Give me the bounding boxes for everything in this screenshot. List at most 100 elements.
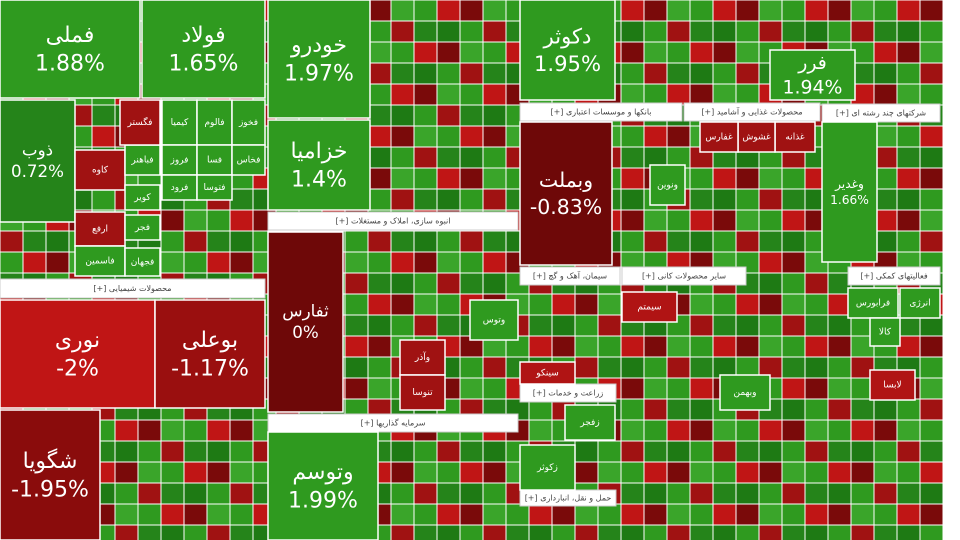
tile-label: کیمیا: [171, 118, 189, 128]
tile: [769, 49, 856, 101]
filler-tile: [735, 335, 760, 358]
filler-tile: [459, 461, 484, 484]
filler-tile: [551, 503, 576, 526]
filler-tile: [551, 293, 576, 316]
filler-tile: [850, 440, 875, 463]
tile: [231, 99, 266, 146]
filler-tile: [781, 272, 806, 295]
tile-label: فخاس: [237, 156, 261, 166]
filler-tile: [712, 0, 737, 22]
filler-tile: [482, 167, 507, 190]
filler-tile: [758, 209, 783, 232]
section-header: [267, 211, 519, 231]
filler-tile: [482, 272, 507, 295]
filler-tile: [735, 440, 760, 463]
filler-tile: [896, 461, 921, 484]
filler-tile: [413, 461, 438, 484]
filler-tile: [620, 20, 645, 43]
filler-tile: [22, 230, 47, 253]
filler-tile: [367, 125, 392, 148]
filler-tile: [620, 230, 645, 253]
filler-tile: [896, 41, 921, 64]
tile: [124, 184, 161, 211]
tile-label: وآذر: [414, 351, 430, 363]
tile-label: سینکو: [535, 369, 559, 379]
filler-tile: [919, 335, 944, 358]
tile-label: ارفع: [92, 225, 108, 235]
filler-tile: [482, 482, 507, 505]
tile: [141, 0, 266, 99]
filler-tile: [91, 125, 116, 148]
filler-tile: [459, 62, 484, 85]
filler-tile: [229, 188, 254, 211]
filler-tile: [367, 0, 392, 22]
filler-tile: [689, 188, 714, 211]
filler-tile: [896, 20, 921, 43]
filler-tile: [666, 419, 691, 442]
tile-change: 0.72%: [11, 162, 64, 181]
filler-tile: [735, 188, 760, 211]
filler-tile: [919, 125, 944, 148]
tile-label: فاسمین: [85, 257, 114, 267]
filler-tile: [666, 440, 691, 463]
section-label: [+] بانکها و موسسات اعتباری: [550, 108, 651, 117]
filler-tile: [804, 461, 829, 484]
filler-tile: [482, 524, 507, 540]
tile-label: فرر: [797, 52, 827, 74]
filler-tile: [666, 335, 691, 358]
filler-tile: [712, 461, 737, 484]
filler-tile: [804, 20, 829, 43]
filler-tile: [643, 125, 668, 148]
filler-tile: [781, 20, 806, 43]
tile-label: تنوسا: [412, 388, 433, 398]
tile: [649, 164, 686, 206]
filler-tile: [114, 440, 139, 463]
filler-tile: [413, 167, 438, 190]
filler-tile: [758, 503, 783, 526]
filler-tile: [689, 440, 714, 463]
filler-tile: [367, 272, 392, 295]
filler-tile: [413, 440, 438, 463]
tile: [869, 369, 916, 401]
filler-tile: [735, 524, 760, 540]
filler-tile: [873, 482, 898, 505]
filler-tile: [436, 440, 461, 463]
filler-tile: [781, 356, 806, 379]
tile-label: فولاد: [181, 23, 225, 48]
filler-tile: [689, 83, 714, 106]
filler-tile: [643, 398, 668, 421]
filler-tile: [206, 524, 231, 540]
filler-tile: [91, 104, 116, 127]
filler-tile: [896, 209, 921, 232]
tile-label: فرابورس: [856, 299, 890, 309]
filler-tile: [735, 314, 760, 337]
section-header: [267, 413, 519, 433]
tile: [267, 231, 344, 413]
filler-tile: [620, 0, 645, 22]
tile: [196, 99, 233, 146]
filler-tile: [482, 503, 507, 526]
filler-tile: [367, 20, 392, 43]
tile: [124, 214, 161, 241]
tile: [231, 144, 266, 176]
filler-tile: [459, 524, 484, 540]
filler-tile: [367, 188, 392, 211]
filler-tile: [597, 440, 622, 463]
filler-tile: [712, 503, 737, 526]
tile-label: غشوش: [742, 133, 771, 143]
filler-tile: [367, 356, 392, 379]
filler-tile: [643, 482, 668, 505]
filler-tile: [735, 209, 760, 232]
tile: [519, 0, 616, 101]
filler-tile: [229, 440, 254, 463]
section-label: [+] شرکتهای چند رشته ای: [836, 109, 926, 118]
section-label: [+] حمل و نقل، انبارداری: [525, 494, 612, 503]
tile-label: وغدیر: [834, 177, 864, 192]
tile: [564, 404, 616, 441]
filler-tile: [643, 335, 668, 358]
tile-label: ذوب: [22, 141, 53, 160]
filler-tile: [413, 146, 438, 169]
filler-tile: [689, 524, 714, 540]
filler-tile: [390, 461, 415, 484]
filler-tile: [758, 230, 783, 253]
